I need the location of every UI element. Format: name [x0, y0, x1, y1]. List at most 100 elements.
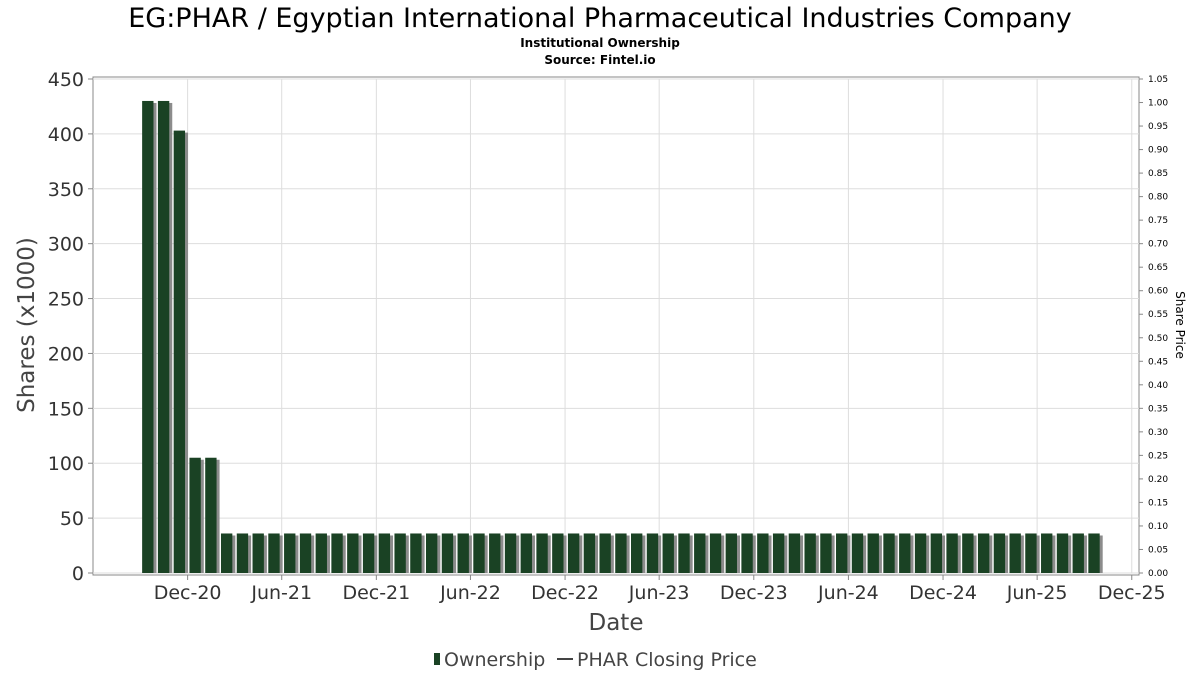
ownership-bar [962, 533, 974, 573]
y2-tick-label: 0.20 [1148, 475, 1168, 485]
ownership-bar [599, 533, 611, 573]
ownership-bar [410, 533, 422, 573]
ownership-bar [268, 533, 280, 573]
ownership-bar [851, 533, 864, 573]
y2-axis-label: Share Price [1173, 291, 1187, 359]
y-tick-label: 0 [72, 563, 84, 585]
ownership-bar [820, 533, 832, 573]
x-tick-label: Jun-25 [1006, 582, 1068, 604]
ownership-bar [142, 100, 154, 573]
legend-label-closing-price: PHAR Closing Price [577, 649, 757, 671]
y-tick-label: 50 [60, 508, 84, 530]
y2-tick-label: 0.25 [1148, 451, 1168, 461]
y2-tick-label: 0.90 [1148, 146, 1168, 156]
ownership-bar [836, 533, 848, 573]
y2-tick-label: 0.55 [1148, 310, 1168, 320]
x-tick-label: Dec-24 [909, 582, 977, 604]
ownership-bar [788, 533, 801, 573]
ownership-bar [489, 533, 501, 573]
y2-tick-label: 1.05 [1148, 75, 1168, 85]
ownership-bar [1088, 533, 1100, 573]
x-tick-label: Jun-23 [628, 582, 690, 604]
x-tick-label: Dec-25 [1098, 582, 1166, 604]
x-tick-label: Dec-20 [154, 582, 222, 604]
ownership-bar [378, 533, 391, 573]
y-axis-label: Shares (x1000) [14, 237, 40, 413]
ownership-bar [899, 533, 911, 573]
y2-tick-label: 0.15 [1148, 498, 1168, 508]
ownership-bar [1072, 533, 1084, 573]
ownership-bar [646, 533, 659, 573]
ownership-bar [504, 533, 517, 573]
ownership-bar [741, 533, 753, 573]
chart-source: Source: Fintel.io [544, 53, 655, 67]
ownership-bar [867, 533, 879, 573]
y-tick-label: 450 [48, 69, 84, 91]
ownership-bar [946, 533, 958, 573]
legend-label-ownership: Ownership [444, 649, 545, 671]
ownership-bar [536, 533, 548, 573]
ownership-bar [362, 533, 375, 573]
x-axis-label: Date [589, 610, 644, 636]
ownership-bar [914, 533, 927, 573]
ownership-bar [1009, 533, 1021, 573]
y2-tick-label: 0.00 [1148, 569, 1168, 579]
ownership-bar [394, 533, 406, 573]
ownership-bar [173, 130, 186, 573]
ownership-bar [220, 533, 233, 573]
ownership-bar [977, 533, 990, 573]
ownership-bar [567, 533, 580, 573]
y2-tick-label: 0.65 [1148, 263, 1168, 273]
y-tick-label: 300 [48, 234, 84, 256]
ownership-bar [615, 533, 627, 573]
y2-tick-label: 0.95 [1148, 122, 1168, 132]
ownership-bar [993, 533, 1006, 573]
ownership-bar [520, 533, 532, 573]
y2-tick-label: 0.85 [1148, 169, 1168, 179]
x-tick-label: Jun-24 [817, 582, 879, 604]
ownership-bar [709, 533, 722, 573]
x-axis: Dec-20 Jun-21 Dec-21 Jun-22 Dec-22 Jun-23 Dec-… [154, 575, 1166, 604]
ownership-bar [772, 533, 785, 573]
ownership-bar [441, 533, 454, 573]
ownership-bar [552, 533, 564, 573]
bar-swatch-icon [434, 653, 440, 665]
ownership-bar [694, 533, 706, 573]
ownership-bar [299, 533, 312, 573]
y2-tick-label: 0.80 [1148, 193, 1168, 203]
ownership-bar [804, 533, 816, 573]
ownership-bar [315, 533, 327, 573]
ownership-bar [930, 533, 942, 573]
y-tick-label: 350 [48, 179, 84, 201]
y2-tick-label: 0.75 [1148, 216, 1168, 226]
legend: Ownership PHAR Closing Price [434, 649, 757, 671]
ownership-bar [883, 533, 895, 573]
ownership-bar [583, 533, 596, 573]
y2-tick-label: 1.00 [1148, 99, 1168, 109]
ownership-bar [189, 457, 201, 573]
y-tick-label: 150 [48, 398, 84, 420]
ownership-bar [205, 457, 217, 573]
ownership-bar [425, 533, 438, 573]
x-tick-label: Jun-22 [439, 582, 501, 604]
y-tick-label: 400 [48, 124, 84, 146]
ownership-bar [347, 533, 359, 573]
y2-tick-label: 0.10 [1148, 522, 1168, 532]
y2-tick-label: 0.35 [1148, 404, 1168, 414]
ownership-bar [1041, 533, 1053, 573]
ownership-bar [331, 533, 343, 573]
y2-tick-label: 0.70 [1148, 240, 1168, 250]
y-tick-label: 100 [48, 453, 84, 475]
y2-tick-label: 0.30 [1148, 428, 1168, 438]
ownership-bar [631, 533, 643, 573]
chart-subtitle: Institutional Ownership [520, 36, 680, 50]
ownership-bar [662, 533, 674, 573]
ownership-bar [725, 533, 737, 573]
ownership-bar [1056, 533, 1069, 573]
y-axis: 0 50 100 150 200 250 300 350 400 450 [48, 69, 93, 585]
y2-tick-label: 0.45 [1148, 357, 1168, 367]
y2-tick-label: 0.05 [1148, 545, 1168, 555]
y-tick-label: 200 [48, 343, 84, 365]
ownership-bar [757, 533, 769, 573]
